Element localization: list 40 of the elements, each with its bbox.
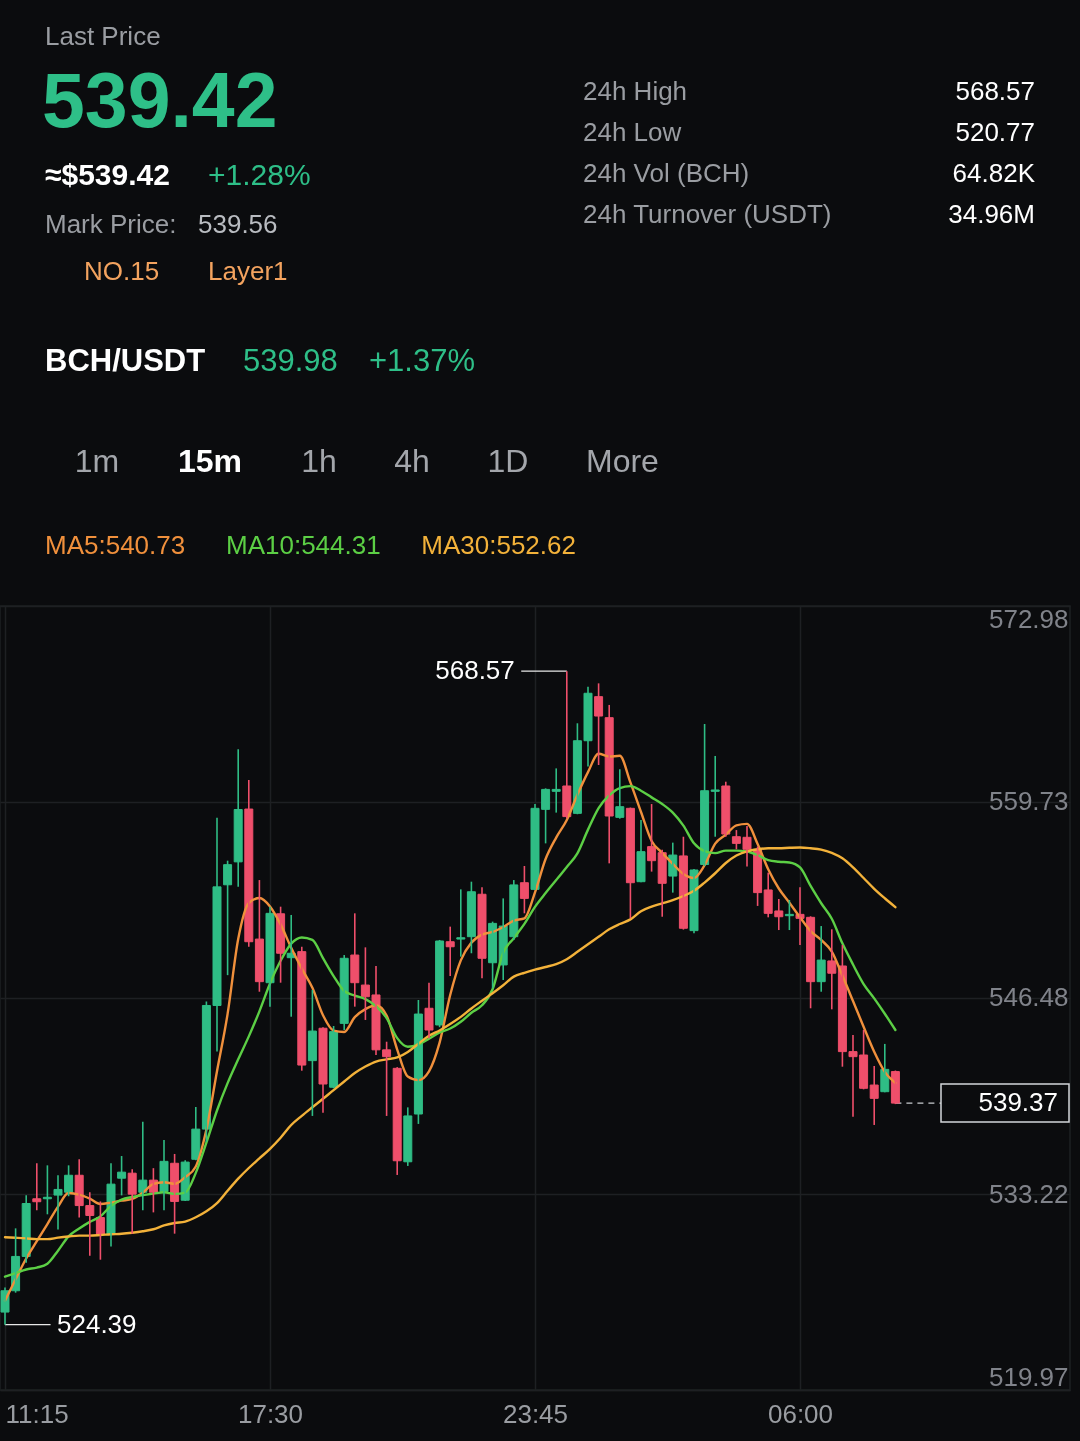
text: NO.15 bbox=[84, 256, 160, 286]
text: 24h Turnover (USDT) bbox=[583, 199, 832, 229]
text: +1.28% bbox=[208, 158, 311, 191]
text: Last Price bbox=[45, 21, 161, 51]
text: ≈$539.42 bbox=[45, 158, 170, 191]
text: 24h High bbox=[583, 76, 688, 106]
text: 34.96M bbox=[948, 199, 1035, 229]
text: 539.42 bbox=[42, 57, 278, 143]
text: 539.98 bbox=[243, 343, 338, 378]
x-tick-label: 06:00 bbox=[767, 1398, 834, 1429]
text: Mark Price: bbox=[45, 209, 177, 239]
annotation: 539.37 bbox=[978, 1087, 1058, 1118]
text: 24h Low bbox=[583, 117, 682, 147]
text: 1h bbox=[301, 443, 337, 479]
text: +1.37% bbox=[369, 343, 476, 378]
x-tick-label: 23:45 bbox=[502, 1398, 569, 1429]
text: 15m bbox=[177, 443, 243, 479]
annotation: 568.57 bbox=[435, 655, 515, 686]
text: 539.56 bbox=[198, 209, 278, 239]
annotation: 524.39 bbox=[57, 1308, 137, 1339]
y-tick-label: 519.97 bbox=[988, 1361, 1069, 1392]
text: MA30:552.62 bbox=[421, 530, 576, 560]
text: BCH/USDT bbox=[45, 343, 206, 378]
y-tick-label: 572.98 bbox=[988, 603, 1069, 634]
text: 520.77 bbox=[955, 117, 1035, 147]
y-tick-label: 546.48 bbox=[988, 982, 1069, 1013]
text: 4h bbox=[394, 443, 430, 479]
text: MA10:544.31 bbox=[226, 530, 381, 560]
x-tick-label: 17:30 bbox=[237, 1398, 304, 1429]
text: Layer1 bbox=[208, 256, 288, 286]
text: 24h Vol (BCH) bbox=[583, 158, 750, 188]
y-tick-label: 533.22 bbox=[988, 1178, 1069, 1209]
text: 1D bbox=[487, 443, 529, 479]
text: More bbox=[586, 443, 659, 479]
x-tick-label: 11:15 bbox=[5, 1398, 69, 1429]
text: 568.57 bbox=[955, 76, 1035, 106]
text: 64.82K bbox=[952, 158, 1036, 188]
y-tick-label: 559.73 bbox=[988, 786, 1069, 817]
text: MA5:540.73 bbox=[45, 530, 186, 560]
text: 1m bbox=[74, 443, 120, 479]
